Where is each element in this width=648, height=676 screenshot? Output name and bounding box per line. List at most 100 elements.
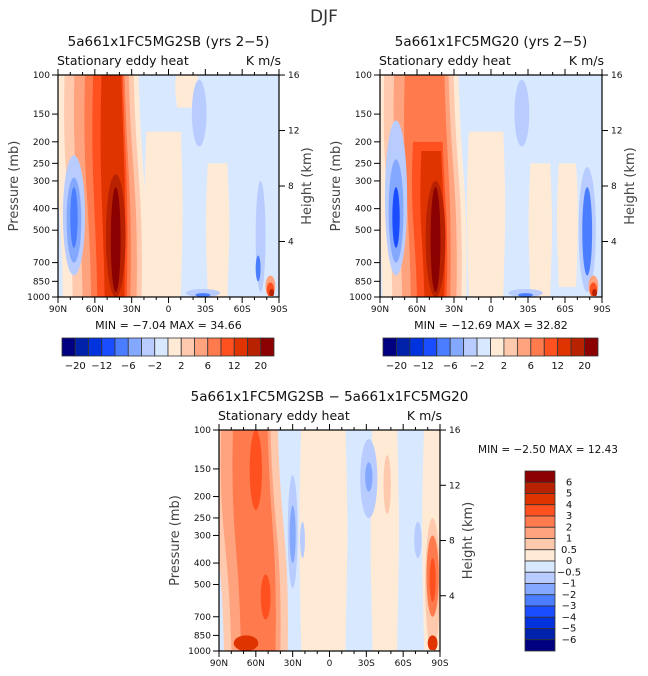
colorbar-box	[127, 337, 142, 357]
x-tick-label: 30S	[358, 659, 375, 669]
upper-neg	[514, 79, 530, 147]
x-tick-label: 90S	[431, 659, 448, 669]
x-tick-label: 60N	[86, 305, 104, 315]
x-tick-label: 90S	[270, 305, 287, 315]
colorbar-label: 3	[566, 511, 572, 522]
colorbar-box	[101, 337, 116, 357]
colorbar-label: −6	[443, 361, 458, 372]
band-surface-max	[233, 635, 259, 651]
x-tick-label: 90N	[49, 305, 67, 315]
colorbar-label: −2	[470, 361, 485, 372]
colorbar-box	[61, 337, 76, 357]
colorbar-box	[524, 571, 556, 584]
y2-tick-label: 12	[288, 127, 299, 137]
y-tick-label: 850	[194, 631, 211, 641]
colorbar-box	[524, 481, 556, 494]
colorbar-box	[463, 337, 478, 357]
y2-tick-label: 8	[611, 182, 617, 192]
colorbar-label: −2	[147, 361, 162, 372]
antarctic-pos-3	[592, 288, 598, 297]
y-tick-label: 1000	[349, 293, 372, 303]
y2-tick-label: 8	[288, 182, 294, 192]
colorbar-box	[449, 337, 465, 357]
colorbar-label: −12	[413, 361, 434, 372]
colorbar-box	[233, 337, 248, 357]
x-tick-label: 60N	[408, 305, 426, 315]
y-tick-label: 250	[355, 159, 372, 169]
antarctic-neg-2	[255, 255, 261, 282]
antarctic-pos-3	[429, 558, 436, 602]
y-tick-label: 1000	[188, 647, 211, 657]
y2-tick-label: 12	[449, 481, 460, 491]
y2-tick-label: 4	[288, 238, 294, 248]
colorbar-box	[180, 337, 195, 357]
y-tick-label: 700	[33, 259, 50, 269]
colorbar-box	[524, 549, 556, 562]
colorbar-box	[524, 616, 556, 629]
jet-max	[430, 187, 441, 293]
y-tick-label: 400	[355, 205, 372, 215]
y-tick-label: 500	[355, 226, 372, 236]
colorbar-label: −5	[562, 624, 577, 635]
y-tick-label: 850	[355, 277, 372, 287]
colorbar-box	[524, 504, 556, 517]
y2-axis-label: Height (km)	[461, 502, 476, 579]
colorbar-box	[584, 337, 599, 357]
y-tick-label: 100	[33, 71, 50, 81]
colorbar-label: −20	[386, 361, 407, 372]
colorbar-label: 2	[566, 522, 572, 533]
colorbar-box	[396, 337, 411, 357]
colorbar-box	[524, 515, 556, 528]
antarctic-neg-2	[582, 187, 593, 276]
x-tick-label: 0	[327, 659, 333, 669]
x-tick-label: 30N	[123, 305, 141, 315]
x-tick-label: 60S	[556, 305, 573, 315]
panel-title: 5a661x1FC5MG2SB − 5a661x1FC5MG20	[191, 389, 469, 405]
colorbar-label: 2	[178, 361, 184, 372]
y-axis-label: Pressure (mb)	[168, 495, 183, 586]
colorbar-label: −20	[65, 361, 86, 372]
colorbar-label: 20	[578, 361, 591, 372]
panel-2: 5a661x1FC5MG20 (yrs 2−5) Stationary eddy …	[329, 34, 638, 372]
panel-title: 5a661x1FC5MG20 (yrs 2−5)	[395, 34, 587, 50]
colorbar-label: −6	[562, 635, 577, 646]
colorbar-box	[516, 337, 532, 357]
colorbar-label: 6	[205, 361, 211, 372]
units-label: K m/s	[407, 408, 442, 423]
y2-tick-label: 8	[449, 537, 455, 547]
colorbar-box	[167, 337, 182, 357]
y-tick-label: 300	[194, 531, 211, 541]
colorbar-label: −1	[562, 579, 577, 590]
colorbar-box	[436, 337, 451, 357]
colorbar-box	[141, 337, 156, 357]
trop-neg-3	[300, 521, 305, 559]
y-tick-label: 200	[355, 138, 372, 148]
y-tick-label: 700	[194, 613, 211, 623]
colorbar-label: 12	[551, 361, 564, 372]
colorbar-label: −4	[562, 612, 577, 623]
y-tick-label: 200	[33, 138, 50, 148]
surface-neg-2	[518, 293, 533, 297]
colorbar-label: 6	[528, 361, 534, 372]
upper-neg	[191, 79, 207, 147]
colorbar-label: 4	[566, 500, 572, 511]
y-tick-label: 100	[355, 71, 372, 81]
x-tick-label: 30S	[519, 305, 536, 315]
colorbar-box	[524, 560, 556, 573]
panel-3: 5a661x1FC5MG2SB − 5a661x1FC5MG20 Stationa…	[168, 389, 618, 669]
band-mid-max	[260, 574, 271, 620]
contour-field	[58, 75, 279, 297]
x-tick-label: 30N	[445, 305, 463, 315]
colorbar-box	[543, 337, 559, 357]
polar-neg-3	[392, 187, 400, 248]
y-tick-label: 250	[194, 514, 211, 524]
colorbar-label: −12	[91, 361, 112, 372]
y-tick-label: 500	[194, 580, 211, 590]
colorbar-box	[530, 337, 545, 357]
jet-max	[110, 187, 121, 293]
antarctic-pos-3	[269, 288, 275, 297]
colorbar-box	[524, 628, 556, 641]
y-tick-label: 700	[355, 259, 372, 269]
x-tick-label: 30S	[197, 305, 214, 315]
y-axis-label: Pressure (mb)	[329, 141, 344, 232]
